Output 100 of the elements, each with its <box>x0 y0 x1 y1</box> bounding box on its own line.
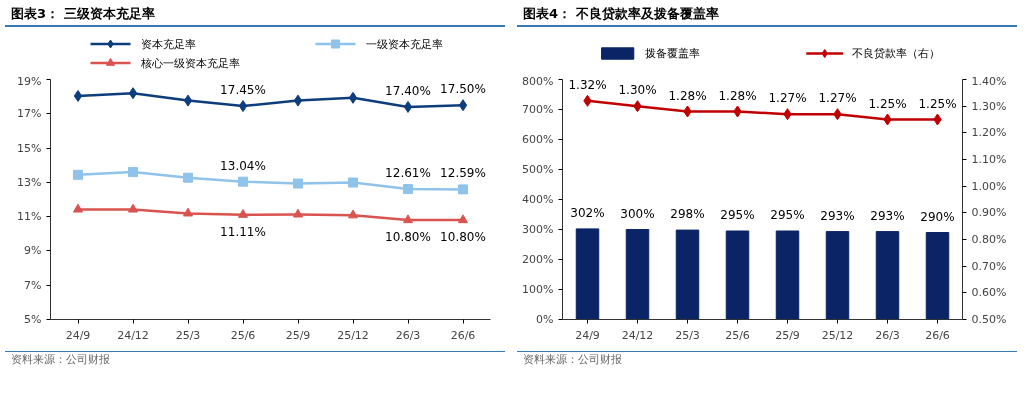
y-tick-label: 800% <box>522 74 554 88</box>
legend-label: 拨备覆盖率 <box>645 47 701 60</box>
y2-tick-label: 0.70% <box>971 259 1007 273</box>
chart-title: 图表4： 不良贷款率及拨备覆盖率 <box>523 5 719 23</box>
data-label: 1.27% <box>818 91 857 106</box>
y2-tick-label: 0.90% <box>971 206 1007 220</box>
text: 资料来源：公司财报 <box>11 352 110 368</box>
data-label: 12.59% <box>440 166 486 181</box>
y2-tick-label: 0.80% <box>971 233 1007 246</box>
data-label: 295% <box>720 208 755 222</box>
point <box>238 209 248 218</box>
point <box>293 178 303 189</box>
point <box>293 208 303 218</box>
data-label: 295% <box>770 208 805 222</box>
point <box>183 207 193 217</box>
x-tick-label: 25/9 <box>285 328 311 342</box>
x-tick-label: 25/12 <box>821 328 854 342</box>
data-label: 13.04% <box>220 158 266 173</box>
point <box>403 100 413 113</box>
y2-tick-label: 0.50% <box>971 313 1007 326</box>
point <box>458 99 468 112</box>
y-tick-label: 19% <box>17 74 42 88</box>
y2-tick-label: 1.00% <box>971 179 1007 193</box>
y-tick-label: 5% <box>24 313 42 326</box>
chart-title: 图表3： 三级资本充足率 <box>11 5 155 23</box>
x-tick-label: 24/9 <box>575 328 600 342</box>
y-tick-label: 9% <box>24 244 42 258</box>
legend-label: 一级资本充足率 <box>365 37 443 51</box>
x-tick-label: 25/3 <box>675 328 700 342</box>
point <box>73 203 83 213</box>
y-tick-label: 600% <box>522 133 554 146</box>
x-tick-label: 26/3 <box>875 328 900 342</box>
data-label: 1.25% <box>868 96 907 111</box>
data-label: 17.45% <box>220 83 266 98</box>
point <box>183 94 193 107</box>
data-label: 12.61% <box>385 166 431 181</box>
point <box>348 209 358 219</box>
data-label: 290% <box>920 209 955 224</box>
data-label: 1.28% <box>668 88 707 103</box>
x-tick-label: 25/3 <box>175 328 201 342</box>
x-tick-label: 25/9 <box>775 328 800 342</box>
y2-tick-label: 1.10% <box>971 153 1007 166</box>
data-label: 1.27% <box>768 91 807 106</box>
data-label: 293% <box>820 208 855 223</box>
point <box>458 214 468 224</box>
data-label: 10.80% <box>440 230 486 245</box>
text: 资料来源：公司财报 <box>523 352 622 368</box>
data-label: 302% <box>570 205 605 220</box>
point <box>238 100 248 113</box>
y-tick-label: 400% <box>522 193 554 206</box>
y2-tick-label: 1.30% <box>971 99 1007 113</box>
x-tick-label: 26/6 <box>925 328 950 342</box>
data-label: 17.50% <box>440 82 486 97</box>
data-label: 300% <box>620 206 655 221</box>
x-tick-label: 24/12 <box>117 328 149 342</box>
x-tick-label: 24/12 <box>621 328 654 342</box>
y-tick-label: 7% <box>24 278 42 292</box>
data-label: 298% <box>670 207 705 222</box>
point <box>458 184 468 195</box>
y2-tick-label: 0.60% <box>971 286 1007 300</box>
point <box>348 177 358 188</box>
legend-label: 核心一级资本充足率 <box>139 56 240 70</box>
y-tick-label: 17% <box>17 107 42 121</box>
y-tick-label: 500% <box>522 163 554 176</box>
y-tick-label: 15% <box>17 141 42 155</box>
x-tick-label: 26/6 <box>450 328 476 342</box>
data-label: 1.30% <box>618 83 657 98</box>
point <box>293 94 303 107</box>
point <box>348 91 358 104</box>
point <box>128 203 138 213</box>
x-tick-label: 24/9 <box>65 328 91 342</box>
point <box>238 176 248 187</box>
data-label: 1.28% <box>718 88 757 103</box>
y2-tick-label: 1.20% <box>971 126 1007 140</box>
data-label: 1.32% <box>568 77 607 92</box>
y2-tick-label: 1.40% <box>971 74 1007 88</box>
data-label: 293% <box>870 208 905 223</box>
point <box>128 167 138 178</box>
point <box>403 184 413 195</box>
y-tick-label: 300% <box>522 223 554 236</box>
point <box>73 89 83 102</box>
point <box>128 87 138 100</box>
point <box>183 172 193 183</box>
data-label: 17.40% <box>385 83 431 98</box>
data-label: 11.11% <box>220 224 266 239</box>
y-tick-label: 200% <box>522 253 554 266</box>
legend-label: 不良贷款率（右） <box>852 47 941 60</box>
y-tick-label: 100% <box>522 283 554 296</box>
y-tick-label: 11% <box>17 210 42 224</box>
y-tick-label: 0% <box>536 313 554 326</box>
legend-label: 资本充足率 <box>140 37 196 51</box>
data-label: 10.80% <box>385 230 431 245</box>
y-tick-label: 700% <box>522 103 554 116</box>
x-tick-label: 25/12 <box>337 328 369 342</box>
point <box>403 214 413 224</box>
x-tick-label: 25/6 <box>725 328 750 342</box>
point <box>73 169 83 180</box>
x-tick-label: 25/6 <box>230 328 256 342</box>
x-tick-label: 26/3 <box>395 328 421 342</box>
data-label: 1.25% <box>918 96 957 111</box>
